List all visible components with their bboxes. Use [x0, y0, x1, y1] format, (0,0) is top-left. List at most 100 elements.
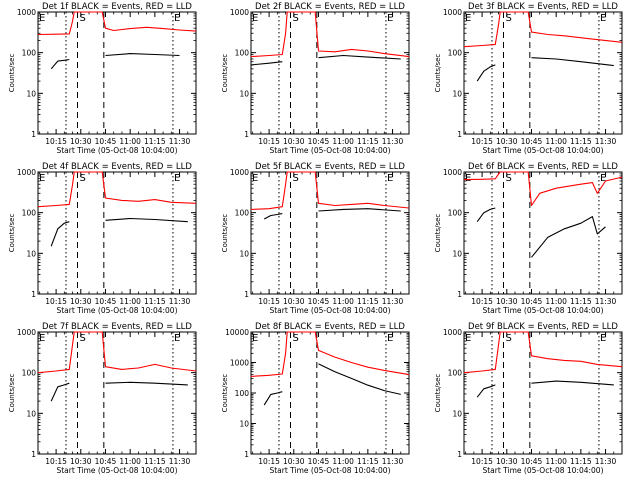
- x-tick-label: 10:15: [471, 137, 493, 146]
- y-tick-label: 1000: [443, 8, 462, 17]
- events-series-segment-1: [50, 221, 70, 247]
- y-axis-title: Counts/sec: [434, 214, 442, 253]
- x-tick-label: 11:30: [595, 457, 617, 466]
- panel-det-7: Det 7f BLACK = Events, RED = LLD 1 10 100 10…: [8, 322, 197, 475]
- panel-title: Det 3f BLACK = Events, RED = LLD: [468, 2, 618, 12]
- x-tick-label: 10:45: [95, 457, 117, 466]
- x-tick-label: 11:15: [570, 457, 592, 466]
- x-tick-label: 11:00: [119, 457, 141, 466]
- y-tick-label: 10: [452, 409, 462, 418]
- events-series-segment-2: [531, 216, 606, 258]
- x-tick-label: 10:45: [95, 297, 117, 306]
- marker-label-s: S: [293, 333, 299, 344]
- lld-series-segment-1: [37, 331, 197, 374]
- x-axis-title: Start Time (05-Oct-08 10:04:00): [56, 306, 177, 315]
- y-tick-label: 10000: [225, 328, 249, 337]
- marker-label-e: E: [39, 173, 45, 184]
- events-series-segment-2: [105, 381, 188, 386]
- y-tick-label: 1: [244, 130, 249, 139]
- plot-frame: [37, 171, 197, 295]
- x-tick-label: 11:15: [144, 297, 166, 306]
- x-tick-label: 10:30: [496, 137, 518, 146]
- x-axis-title: Start Time (05-Oct-08 10:04:00): [269, 306, 390, 315]
- marker-label-e: E: [252, 13, 258, 24]
- panel-title: Det 7f BLACK = Events, RED = LLD: [42, 322, 192, 332]
- events-series-segment-2: [531, 380, 614, 386]
- events-series-segment-2: [318, 363, 401, 395]
- marker-label-e: E: [600, 333, 606, 344]
- x-axis-title: Start Time (05-Oct-08 10:04:00): [269, 146, 390, 155]
- x-tick-label: 10:30: [496, 297, 518, 306]
- marker-label-e: E: [39, 333, 45, 344]
- lld-series-segment-1: [37, 171, 197, 208]
- x-tick-label: 11:15: [570, 297, 592, 306]
- y-axis-title: Counts/sec: [221, 374, 229, 413]
- x-tick-label: 11:15: [144, 137, 166, 146]
- panel-det-9: Det 9f BLACK = Events, RED = LLD 1 10 100 10…: [434, 322, 623, 475]
- y-tick-label: 100: [235, 389, 250, 398]
- marker-label-e: E: [387, 333, 393, 344]
- panel-title: Det 9f BLACK = Events, RED = LLD: [468, 322, 618, 332]
- y-tick-label: 1: [31, 130, 36, 139]
- x-tick-label: 11:00: [545, 137, 567, 146]
- x-tick-label: 11:00: [332, 457, 354, 466]
- x-tick-label: 10:45: [521, 137, 543, 146]
- y-tick-label: 1000: [17, 8, 36, 17]
- marker-label-e: E: [600, 173, 606, 184]
- x-tick-label: 11:00: [545, 297, 567, 306]
- x-tick-label: 11:15: [570, 137, 592, 146]
- marker-label-e: E: [387, 173, 393, 184]
- panel-det-5: Det 5f BLACK = Events, RED = LLD 1 10 100 10…: [221, 162, 410, 315]
- x-tick-label: 10:45: [308, 297, 330, 306]
- panel-det-1: Det 1f BLACK = Events, RED = LLD 1 10 100 10…: [8, 2, 197, 155]
- y-tick-label: 100: [448, 369, 463, 378]
- y-axis-title: Counts/sec: [434, 54, 442, 93]
- y-tick-label: 1000: [230, 168, 249, 177]
- panel-title: Det 2f BLACK = Events, RED = LLD: [255, 2, 405, 12]
- marker-label-e: E: [252, 173, 258, 184]
- x-tick-label: 10:30: [283, 137, 305, 146]
- events-series-segment-1: [50, 382, 70, 402]
- y-tick-label: 1000: [443, 168, 462, 177]
- events-series-segment-2: [318, 54, 401, 60]
- x-axis-title: Start Time (05-Oct-08 10:04:00): [269, 466, 390, 475]
- x-tick-label: 11:15: [357, 297, 379, 306]
- y-tick-label: 1000: [443, 328, 462, 337]
- marker-label-s: S: [506, 333, 512, 344]
- x-tick-label: 11:00: [119, 297, 141, 306]
- marker-label-s: S: [506, 13, 512, 24]
- x-tick-label: 11:15: [357, 137, 379, 146]
- marker-label-e: E: [387, 13, 393, 24]
- panel-det-3: Det 3f BLACK = Events, RED = LLD 1 10 100 10…: [434, 2, 623, 155]
- panel-title: Det 4f BLACK = Events, RED = LLD: [42, 162, 192, 172]
- marker-label-e: E: [174, 13, 180, 24]
- x-axis-title: Start Time (05-Oct-08 10:04:00): [56, 466, 177, 475]
- y-tick-label: 10: [26, 249, 36, 258]
- x-tick-label: 10:45: [308, 137, 330, 146]
- events-series-segment-1: [476, 64, 496, 82]
- plot-frame: [463, 331, 623, 455]
- lld-series-segment-1: [37, 11, 197, 36]
- lld-series-segment-1: [250, 331, 410, 377]
- y-tick-label: 10: [239, 89, 249, 98]
- panel-det-4: Det 4f BLACK = Events, RED = LLD 1 10 100 10…: [8, 162, 197, 315]
- lld-series-segment-1: [250, 11, 410, 58]
- y-tick-label: 1000: [230, 8, 249, 17]
- y-tick-label: 1: [31, 450, 36, 459]
- plot-frame: [463, 11, 623, 135]
- x-tick-label: 11:30: [382, 137, 404, 146]
- y-tick-label: 100: [235, 209, 250, 218]
- x-tick-label: 10:15: [258, 297, 280, 306]
- marker-label-s: S: [293, 13, 299, 24]
- marker-label-s: S: [80, 173, 86, 184]
- marker-label-e: E: [465, 13, 471, 24]
- x-tick-label: 10:45: [521, 297, 543, 306]
- y-tick-label: 100: [22, 49, 37, 58]
- events-series-segment-1: [50, 58, 70, 70]
- x-axis-title: Start Time (05-Oct-08 10:04:00): [482, 306, 603, 315]
- marker-label-e: E: [600, 13, 606, 24]
- x-tick-label: 11:30: [169, 457, 191, 466]
- y-tick-label: 1: [31, 290, 36, 299]
- y-tick-label: 10: [452, 249, 462, 258]
